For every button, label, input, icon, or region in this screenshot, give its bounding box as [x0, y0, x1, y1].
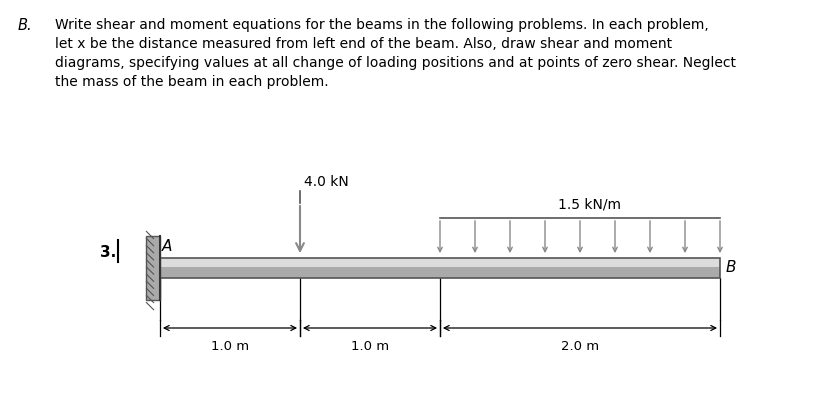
Text: diagrams, specifying values at all change of loading positions and at points of : diagrams, specifying values at all chang…: [55, 56, 736, 70]
Text: A: A: [162, 239, 172, 254]
Text: B: B: [726, 260, 737, 275]
Bar: [160, 258, 720, 278]
Text: Write shear and moment equations for the beams in the following problems. In eac: Write shear and moment equations for the…: [55, 18, 709, 32]
Text: 1.5 kN/m: 1.5 kN/m: [559, 198, 622, 212]
Text: 2.0 m: 2.0 m: [561, 340, 599, 353]
Text: 4.0 kN: 4.0 kN: [304, 175, 349, 189]
Text: 3.: 3.: [100, 245, 117, 260]
Text: 1.0 m: 1.0 m: [351, 340, 389, 353]
Bar: [160, 258, 720, 267]
Text: 1.0 m: 1.0 m: [211, 340, 249, 353]
Bar: [146, 236, 160, 300]
Text: the mass of the beam in each problem.: the mass of the beam in each problem.: [55, 75, 329, 89]
Text: let x be the distance measured from left end of the beam. Also, draw shear and m: let x be the distance measured from left…: [55, 37, 672, 51]
Text: B.: B.: [18, 18, 33, 33]
Bar: [160, 267, 720, 278]
